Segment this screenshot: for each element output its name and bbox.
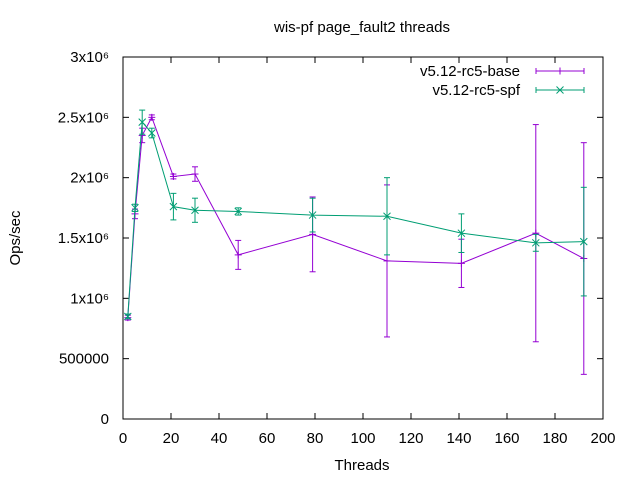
point-marker-d2 <box>579 237 588 246</box>
data-point <box>147 129 156 137</box>
x-tick-label: 140 <box>446 430 471 447</box>
x-axis-label: Threads <box>334 457 389 474</box>
data-point <box>191 170 199 178</box>
y-tick-label: 2.5x10⁶ <box>58 109 109 126</box>
data-point <box>169 172 177 180</box>
point-marker-d2 <box>123 312 132 321</box>
y-axis-label: Ops/sec <box>7 210 24 266</box>
x-tick-label: 0 <box>119 430 127 447</box>
point-marker-d2 <box>308 211 317 219</box>
legend-item: v5.12-rc5-spf <box>432 82 585 99</box>
series-line <box>127 120 584 317</box>
data-point <box>579 237 588 246</box>
data-point <box>383 257 391 265</box>
x-tick-label: 80 <box>307 430 324 447</box>
data-point <box>457 259 465 267</box>
point-marker-d2 <box>138 118 147 127</box>
series-line <box>127 116 585 318</box>
data-point <box>531 238 540 247</box>
chart-title: wis-pf page_fault2 threads <box>273 19 450 36</box>
point-marker-d2 <box>147 129 156 137</box>
legend-label: v5.12-rc5-base <box>420 63 520 80</box>
point-marker-d2 <box>556 86 564 94</box>
series-v5.12-rc5-spf <box>123 109 588 321</box>
x-tick-label: 180 <box>542 430 567 447</box>
x-tick-label: 40 <box>211 430 228 447</box>
x-tick-label: 120 <box>398 430 423 447</box>
x-tick-label: 60 <box>259 430 276 447</box>
series-layer <box>123 109 588 375</box>
data-point <box>123 312 132 321</box>
data-point <box>131 203 139 212</box>
point-marker-d2 <box>531 238 540 247</box>
legend: v5.12-rc5-base v5.12-rc5-spf <box>420 63 585 99</box>
x-axis-ticks: 0 20 40 60 80 100 120 140 160 180 200 <box>119 57 616 447</box>
plot-frame <box>122 56 604 420</box>
point-marker-d2 <box>234 207 243 216</box>
data-point <box>383 212 391 221</box>
series-v5.12-rc5-base <box>124 113 588 375</box>
data-point <box>148 113 156 121</box>
y-tick-label: 3x10⁶ <box>70 49 109 66</box>
y-tick-label: 2x10⁶ <box>70 170 109 187</box>
data-point <box>234 251 242 259</box>
data-point <box>308 211 317 219</box>
data-point <box>191 206 199 215</box>
legend-label: v5.12-rc5-spf <box>432 82 520 99</box>
data-point <box>138 118 147 127</box>
x-tick-label: 160 <box>494 430 519 447</box>
point-marker-d2 <box>383 212 391 221</box>
data-point <box>234 207 243 216</box>
y-tick-label: 500000 <box>59 351 109 368</box>
point-marker-d2 <box>169 202 178 211</box>
y-tick-label: 0 <box>101 411 109 428</box>
y-tick-label: 1.5x10⁶ <box>58 230 109 247</box>
legend-item: v5.12-rc5-base <box>420 63 585 80</box>
y-tick-label: 1x10⁶ <box>70 290 109 307</box>
x-tick-label: 200 <box>590 430 615 447</box>
point-marker-d2 <box>131 203 139 212</box>
x-tick-label: 20 <box>163 430 180 447</box>
y-axis-ticks: 0 500000 1x10⁶ 1.5x10⁶ 2x10⁶ 2.5x10⁶ 3x10⁶ <box>58 49 603 428</box>
point-marker-d2 <box>457 229 466 238</box>
data-point <box>457 229 466 238</box>
point-marker-d2 <box>191 206 199 215</box>
data-point <box>169 202 178 211</box>
x-tick-label: 100 <box>350 430 375 447</box>
